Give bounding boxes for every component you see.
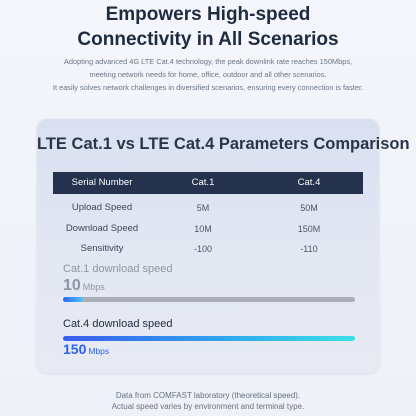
hero-title: Empowers High-speed Connectivity in All …: [0, 2, 416, 52]
row-cat1-value: -100: [193, 244, 212, 254]
comparison-card: LTE Cat.1 vs LTE Cat.4 Parameters Compar…: [37, 119, 410, 373]
row-cat1-value: 10M: [194, 224, 212, 234]
row-label: Download Speed: [65, 223, 139, 234]
cat4-speed-value: 150 Mbps: [63, 341, 109, 357]
cat4-speed-bar-fill: [63, 336, 355, 341]
cat1-speed-bar: [63, 297, 355, 302]
row-cat4-value: 50M: [300, 203, 318, 213]
table-row-download-speed: Download Speed 10M 150M: [53, 219, 363, 239]
cat4-speed-label: Cat.4 download speed: [63, 318, 173, 330]
hero-description: Adopting advanced 4G LTE Cat.4 technolog…: [8, 55, 408, 94]
table-row-upload-speed: Upload Speed 5M 50M: [53, 198, 363, 218]
cat4-speed-number: 150: [63, 341, 87, 357]
hero-title-line-2: Connectivity in All Scenarios: [77, 29, 339, 50]
cat1-speed-unit: Mbps: [82, 282, 105, 292]
row-cat4-value: -110: [300, 244, 318, 254]
row-label: Sensitivity: [80, 243, 124, 254]
row-cat4-value: 150M: [297, 224, 321, 234]
footnote-line-2: Actual speed varies by environment and t…: [111, 402, 305, 411]
cat1-speed-value: 10 Mbps: [63, 277, 105, 295]
cat4-speed-unit: Mbps: [88, 346, 110, 356]
hero-description-line-2: meeting network needs for home, office, …: [89, 70, 327, 79]
hero-description-line-3: It easily solves network challenges in d…: [52, 83, 364, 92]
cat1-speed-bar-fill: [63, 297, 83, 302]
footnote: Data from COMFAST laboratory (theoretica…: [0, 390, 416, 412]
row-label: Upload Speed: [71, 202, 133, 213]
table-row-sensitivity: Sensitivity -100 -110: [53, 239, 363, 259]
footnote-line-1: Data from COMFAST laboratory (theoretica…: [115, 391, 301, 400]
hero-description-line-1: Adopting advanced 4G LTE Cat.4 technolog…: [63, 57, 353, 66]
header-cat4: Cat.4: [297, 177, 321, 188]
hero-title-line-1: Empowers High-speed: [105, 4, 311, 25]
cat1-speed-label: Cat.1 download speed: [63, 263, 173, 275]
cat1-speed-number: 10: [63, 277, 81, 294]
cat4-speed-bar: [63, 336, 355, 341]
row-cat1-value: 5M: [196, 203, 210, 213]
header-cat1: Cat.1: [191, 177, 215, 188]
header-serial-number: Serial Number: [71, 177, 133, 188]
table-header: Serial Number Cat.1 Cat.4: [53, 172, 363, 194]
comparison-title: LTE Cat.1 vs LTE Cat.4 Parameters Compar…: [37, 135, 410, 153]
